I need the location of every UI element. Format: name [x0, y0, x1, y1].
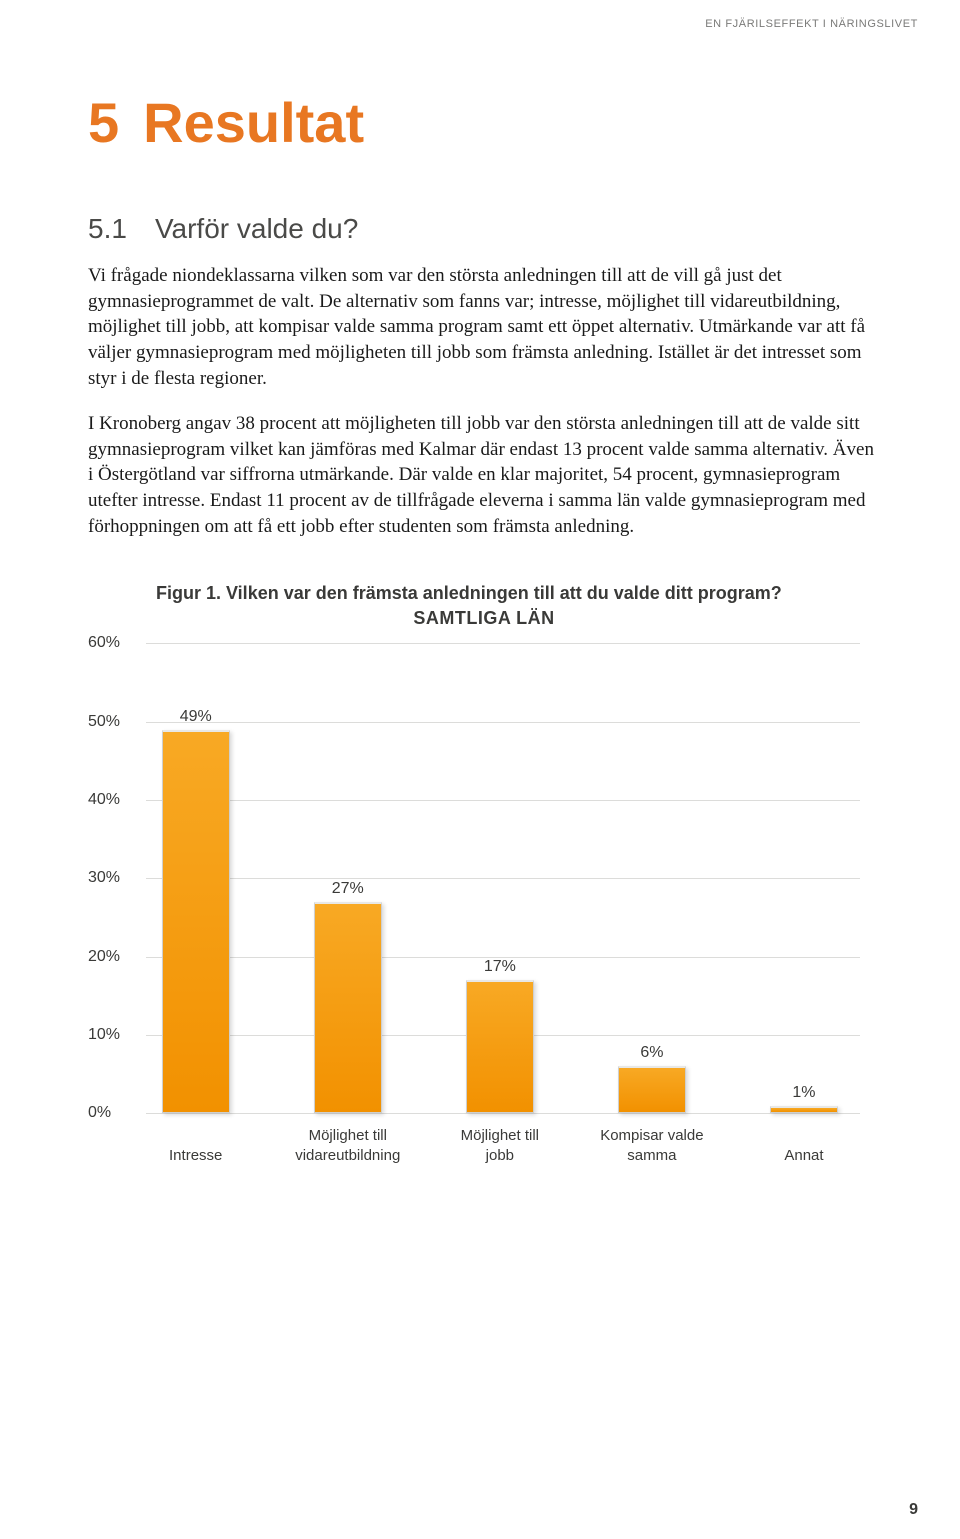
bar-slot: 1%Annat — [728, 643, 880, 1113]
figure-subtitle: SAMTLIGA LÄN — [88, 608, 880, 629]
body-paragraph: I Kronoberg angav 38 procent att möjligh… — [88, 411, 880, 539]
x-axis-label: Möjlighet till jobb — [425, 1126, 575, 1165]
bar: 17% — [466, 980, 534, 1113]
running-header: EN FJÄRILSEFFEKT I NÄRINGSLIVET — [705, 18, 918, 30]
x-axis-label: Möjlighet till vidareutbildning — [273, 1126, 423, 1165]
body-paragraph: Vi frågade niondeklassarna vilken som va… — [88, 263, 880, 391]
y-tick-label: 10% — [88, 1026, 120, 1044]
y-tick-label: 20% — [88, 948, 120, 966]
chapter-number: 5 — [88, 90, 119, 155]
bar-value-label: 1% — [792, 1084, 815, 1102]
section-title: Varför valde du? — [155, 213, 358, 245]
bar-chart: 0%10%20%30%40%50%60%49%Intresse27%Möjlig… — [88, 633, 880, 1193]
figure-section: Figur 1. Vilken var den främsta anlednin… — [88, 583, 880, 1193]
chapter-heading: 5 Resultat — [88, 90, 880, 155]
x-axis-label: Annat — [729, 1146, 879, 1166]
y-tick-label: 0% — [88, 1104, 111, 1122]
bar-value-label: 17% — [484, 958, 516, 976]
figure-title: Figur 1. Vilken var den främsta anlednin… — [156, 583, 880, 604]
y-tick-label: 60% — [88, 634, 120, 652]
main-content: 5 Resultat 5.1 Varför valde du? Vi fråga… — [0, 0, 960, 1193]
page-number: 9 — [909, 1501, 918, 1519]
y-tick-label: 50% — [88, 713, 120, 731]
section-heading: 5.1 Varför valde du? — [88, 213, 880, 245]
y-tick-label: 30% — [88, 869, 120, 887]
chapter-title: Resultat — [143, 90, 364, 155]
bar-value-label: 49% — [180, 708, 212, 726]
bar: 27% — [314, 902, 382, 1114]
bar-slot: 27%Möjlighet till vidareutbildning — [272, 643, 424, 1113]
gridline — [146, 1113, 860, 1114]
section-number: 5.1 — [88, 213, 127, 245]
bar-value-label: 27% — [332, 880, 364, 898]
y-tick-label: 40% — [88, 791, 120, 809]
bar-slot: 17%Möjlighet till jobb — [424, 643, 576, 1113]
bar: 49% — [162, 730, 230, 1114]
bar-value-label: 6% — [640, 1044, 663, 1062]
x-axis-label: Intresse — [121, 1146, 271, 1166]
bar-slot: 49%Intresse — [120, 643, 272, 1113]
bar: 6% — [618, 1066, 686, 1113]
x-axis-label: Kompisar valde samma — [577, 1126, 727, 1165]
bar: 1% — [770, 1106, 838, 1114]
bar-slot: 6%Kompisar valde samma — [576, 643, 728, 1113]
